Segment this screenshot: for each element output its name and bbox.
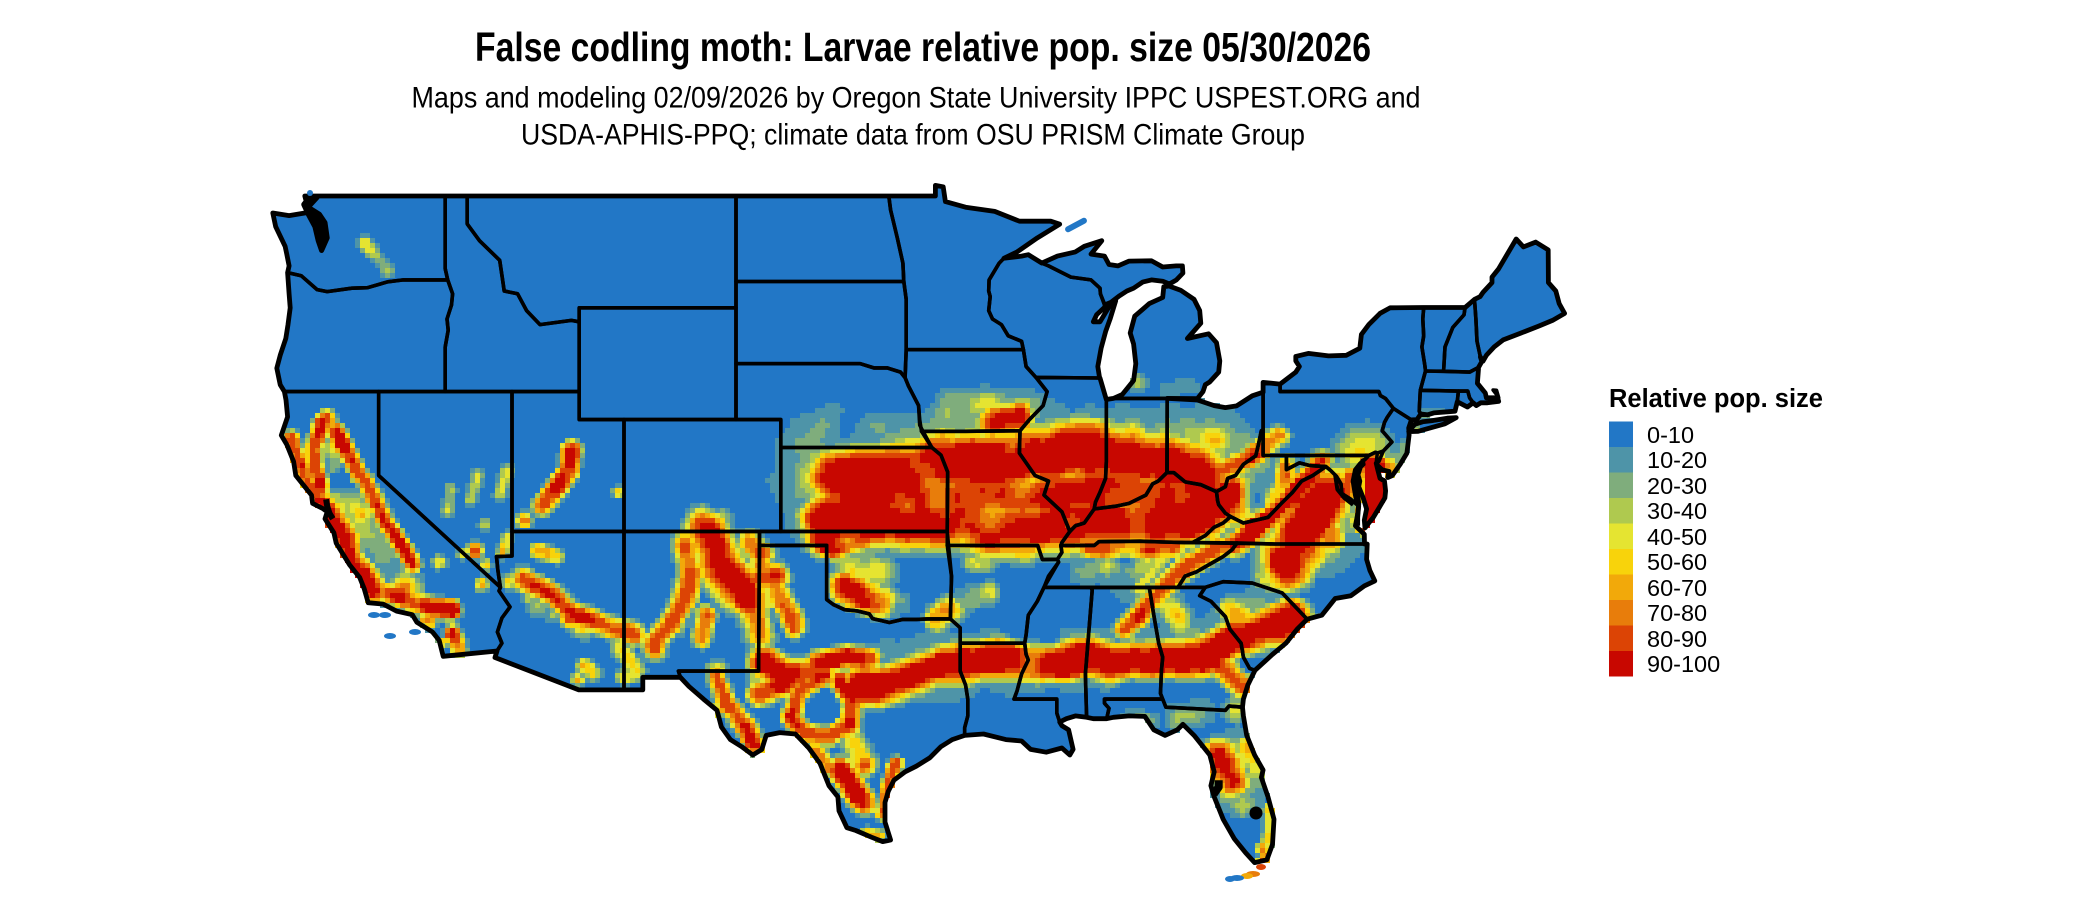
svg-text:30-40: 30-40 bbox=[1647, 498, 1707, 524]
svg-text:40-50: 40-50 bbox=[1647, 524, 1707, 550]
svg-text:False codling moth: Larvae rel: False codling moth: Larvae relative pop.… bbox=[475, 24, 1371, 70]
svg-text:80-90: 80-90 bbox=[1647, 626, 1707, 652]
svg-text:60-70: 60-70 bbox=[1647, 575, 1707, 601]
svg-text:50-60: 50-60 bbox=[1647, 549, 1707, 575]
svg-text:Maps and modeling 02/09/2026 b: Maps and modeling 02/09/2026 by Oregon S… bbox=[412, 82, 1421, 115]
svg-text:70-80: 70-80 bbox=[1647, 600, 1707, 626]
svg-text:0-10: 0-10 bbox=[1647, 422, 1694, 448]
svg-text:USDA-APHIS-PPQ; climate data f: USDA-APHIS-PPQ; climate data from OSU PR… bbox=[521, 119, 1305, 152]
svg-text:20-30: 20-30 bbox=[1647, 473, 1707, 499]
svg-text:Relative pop. size: Relative pop. size bbox=[1609, 385, 1823, 413]
svg-text:90-100: 90-100 bbox=[1647, 651, 1720, 677]
svg-text:10-20: 10-20 bbox=[1647, 447, 1707, 473]
